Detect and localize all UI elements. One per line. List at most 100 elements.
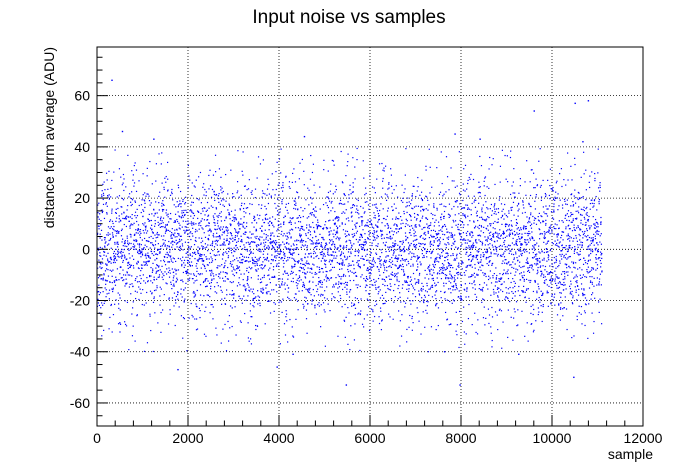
data-point (294, 260, 296, 262)
data-point (150, 235, 152, 238)
data-point (454, 214, 456, 216)
data-point (409, 225, 411, 227)
data-point (143, 304, 145, 306)
data-point (526, 243, 528, 245)
data-point (144, 254, 146, 257)
data-point (240, 194, 242, 196)
data-point (108, 243, 110, 245)
data-point (233, 293, 235, 295)
data-point (308, 189, 310, 191)
data-point (169, 194, 172, 196)
data-point (401, 184, 403, 186)
data-point (244, 246, 246, 248)
data-point (494, 241, 496, 243)
data-point (477, 261, 479, 263)
data-point (466, 208, 469, 210)
data-point (226, 278, 228, 280)
data-point (238, 196, 240, 198)
data-point (389, 231, 391, 233)
data-point (317, 303, 319, 306)
data-point (214, 255, 216, 257)
data-point (505, 259, 507, 261)
data-point (490, 294, 492, 296)
data-point (491, 316, 494, 318)
data-point (259, 227, 261, 230)
data-point (187, 220, 189, 222)
data-point (250, 277, 252, 279)
data-point (175, 273, 177, 275)
data-point (149, 274, 151, 277)
data-point (365, 242, 368, 244)
data-point (314, 192, 316, 194)
data-point (330, 277, 332, 279)
data-point (311, 240, 313, 242)
data-point (262, 289, 265, 291)
data-point (102, 291, 104, 293)
data-point (349, 348, 351, 351)
data-point (323, 227, 325, 229)
data-point (285, 176, 287, 178)
data-point (208, 282, 211, 284)
data-point (500, 234, 502, 236)
data-point (118, 307, 120, 309)
data-point (289, 252, 291, 254)
data-point (148, 220, 150, 222)
data-point (352, 304, 355, 307)
data-point (175, 260, 177, 263)
data-point (250, 237, 252, 239)
data-point (413, 244, 415, 246)
data-point (115, 248, 117, 251)
data-point (359, 313, 362, 315)
data-point (504, 250, 506, 252)
data-point (422, 246, 424, 249)
data-point (502, 260, 504, 262)
data-point (493, 253, 495, 255)
data-point (225, 217, 227, 219)
data-point (213, 217, 215, 219)
data-point (341, 263, 343, 266)
data-point (438, 193, 441, 196)
data-point (167, 323, 170, 325)
data-point (237, 266, 239, 268)
data-point (308, 289, 311, 291)
data-point (407, 284, 409, 286)
data-point (128, 196, 130, 198)
data-point (367, 238, 370, 240)
data-point (509, 300, 511, 303)
data-point (436, 240, 439, 242)
data-point (496, 281, 498, 283)
data-point (230, 223, 232, 225)
data-point (126, 271, 128, 273)
data-point (159, 191, 161, 193)
data-point (351, 244, 353, 246)
data-point (287, 256, 289, 259)
data-point (102, 203, 105, 206)
data-point (233, 268, 235, 270)
data-point (352, 182, 354, 184)
data-point (299, 229, 301, 232)
data-point (168, 267, 170, 269)
data-point (177, 294, 179, 296)
data-point (528, 252, 531, 254)
data-point (339, 294, 341, 297)
data-point (437, 253, 439, 255)
data-point (513, 230, 516, 233)
data-point (540, 305, 542, 307)
data-point (317, 294, 320, 296)
data-point (524, 211, 526, 214)
data-point (453, 238, 455, 240)
data-point (237, 221, 240, 223)
data-point (100, 255, 102, 257)
data-point (372, 257, 375, 259)
data-point (177, 187, 180, 189)
data-point (436, 234, 438, 236)
data-point (267, 222, 269, 224)
data-point (510, 220, 512, 222)
data-point (546, 208, 548, 210)
data-point (451, 244, 453, 247)
data-point (519, 238, 521, 240)
data-point (151, 252, 153, 255)
data-point (448, 236, 450, 238)
data-point (234, 209, 236, 211)
data-point (280, 301, 283, 303)
